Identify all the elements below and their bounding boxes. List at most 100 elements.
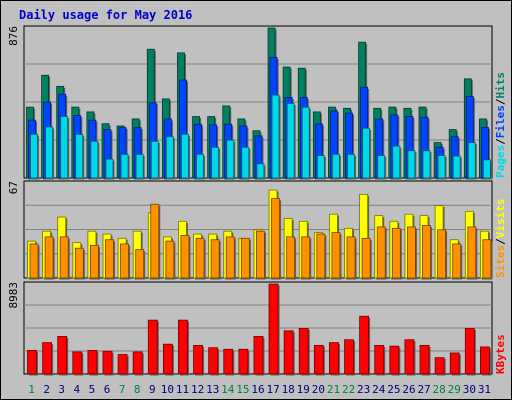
x-tick-label: 21 (327, 383, 340, 396)
bar-kbytes-day-12 (193, 344, 203, 375)
bar-kbytes-day-31 (480, 346, 490, 375)
bar-kbytes-day-23 (359, 315, 370, 375)
x-tick-label: 26 (402, 383, 415, 396)
bar-kbytes-day-28 (434, 357, 445, 375)
bar-pages-day-9 (150, 140, 159, 179)
x-tick-label: 28 (433, 383, 446, 396)
x-tick-label: 31 (478, 383, 491, 396)
bar-pages-day-11 (181, 133, 189, 179)
bar-sites-day-24 (376, 226, 386, 279)
bar-sites-day-6 (105, 239, 114, 279)
bar-pages-day-31 (483, 159, 491, 179)
x-tick-label: 10 (161, 383, 174, 396)
bar-kbytes-day-13 (208, 347, 219, 375)
x-tick-label: 11 (176, 383, 189, 396)
x-tick-label: 16 (251, 383, 264, 396)
bar-sites-day-16 (256, 230, 265, 279)
y-max-label-3: 8983 (7, 282, 20, 309)
bar-pages-day-7 (120, 153, 129, 179)
bar-sites-day-14 (225, 236, 235, 279)
bar-pages-day-13 (211, 146, 220, 179)
legend-separator: / (494, 138, 507, 145)
bar-sites-day-19 (301, 236, 311, 279)
bar-sites-day-29 (452, 243, 462, 279)
x-tick-label: 6 (104, 383, 111, 396)
legend-1: Pages/Files/Hits (494, 72, 507, 178)
bar-kbytes-day-1 (27, 350, 37, 375)
bar-pages-day-15 (241, 146, 250, 179)
bar-sites-day-2 (44, 236, 54, 279)
bar-pages-day-19 (301, 106, 310, 179)
bar-sites-day-7 (120, 243, 129, 279)
bar-sites-day-8 (135, 249, 145, 279)
bar-sites-day-9 (150, 203, 160, 279)
bar-sites-day-25 (391, 227, 401, 279)
bar-pages-day-14 (226, 139, 235, 179)
bar-kbytes-day-26 (404, 339, 415, 375)
bar-kbytes-day-11 (178, 319, 188, 375)
bar-pages-day-24 (377, 155, 386, 179)
chart-title: Daily usage for May 2016 (19, 8, 192, 22)
x-tick-label: 13 (206, 383, 219, 396)
bar-pages-day-20 (316, 155, 325, 179)
bar-kbytes-day-15 (238, 348, 249, 375)
x-tick-label: 22 (342, 383, 355, 396)
bar-kbytes-day-14 (223, 348, 234, 375)
bar-sites-day-13 (210, 239, 220, 279)
legend-separator: / (494, 238, 507, 245)
bar-pages-day-29 (452, 155, 461, 179)
x-tick-label: 23 (357, 383, 370, 396)
bar-sites-day-18 (286, 236, 296, 279)
bar-kbytes-day-5 (87, 349, 98, 375)
bar-kbytes-day-2 (42, 342, 52, 375)
bar-kbytes-day-3 (57, 335, 68, 375)
bar-kbytes-day-9 (147, 319, 158, 375)
bar-sites-day-5 (89, 244, 99, 279)
legend-item-kbytes: KBytes (494, 334, 507, 374)
bar-sites-day-23 (361, 237, 371, 279)
x-tick-label: 9 (149, 383, 156, 396)
y-max-label-1: 876 (7, 26, 20, 46)
bar-kbytes-day-18 (283, 330, 294, 375)
x-tick-label: 17 (266, 383, 279, 396)
bar-pages-day-23 (362, 127, 371, 179)
bar-sites-day-31 (482, 239, 492, 279)
x-tick-label: 19 (297, 383, 310, 396)
bar-kbytes-day-17 (268, 283, 279, 375)
bar-sites-day-4 (74, 247, 84, 279)
x-tick-label: 5 (89, 383, 96, 396)
bar-pages-day-28 (437, 155, 446, 179)
legend-item-hits: Hits (494, 72, 507, 99)
bar-pages-day-6 (105, 158, 114, 179)
bar-kbytes-day-24 (374, 344, 385, 375)
bar-sites-day-1 (29, 243, 39, 279)
bar-sites-day-22 (346, 236, 356, 279)
x-tick-label: 3 (58, 383, 65, 396)
bar-sites-day-3 (59, 236, 69, 279)
bar-sites-day-17 (271, 198, 280, 279)
bar-sites-day-10 (165, 240, 175, 279)
bar-kbytes-day-21 (329, 342, 339, 375)
bar-pages-day-17 (271, 94, 280, 179)
bar-pages-day-21 (332, 153, 340, 179)
bar-kbytes-day-8 (132, 351, 143, 375)
bar-sites-day-12 (195, 237, 205, 279)
x-tick-label: 30 (463, 383, 476, 396)
bar-pages-day-25 (392, 145, 401, 179)
bar-sites-day-11 (180, 235, 190, 279)
x-tick-label: 2 (43, 383, 50, 396)
bar-sites-day-27 (422, 225, 431, 279)
legend-item-files: Files (494, 105, 507, 138)
bar-pages-day-3 (60, 116, 69, 179)
legend-3: KBytes (494, 334, 507, 374)
x-tick-label: 12 (191, 383, 204, 396)
x-tick-label: 18 (282, 383, 295, 396)
bar-sites-day-30 (467, 226, 477, 279)
bar-pages-day-8 (135, 153, 144, 179)
bar-kbytes-day-30 (464, 328, 475, 375)
x-tick-label: 29 (448, 383, 461, 396)
bar-pages-day-26 (407, 150, 416, 179)
bar-kbytes-day-25 (389, 345, 400, 375)
